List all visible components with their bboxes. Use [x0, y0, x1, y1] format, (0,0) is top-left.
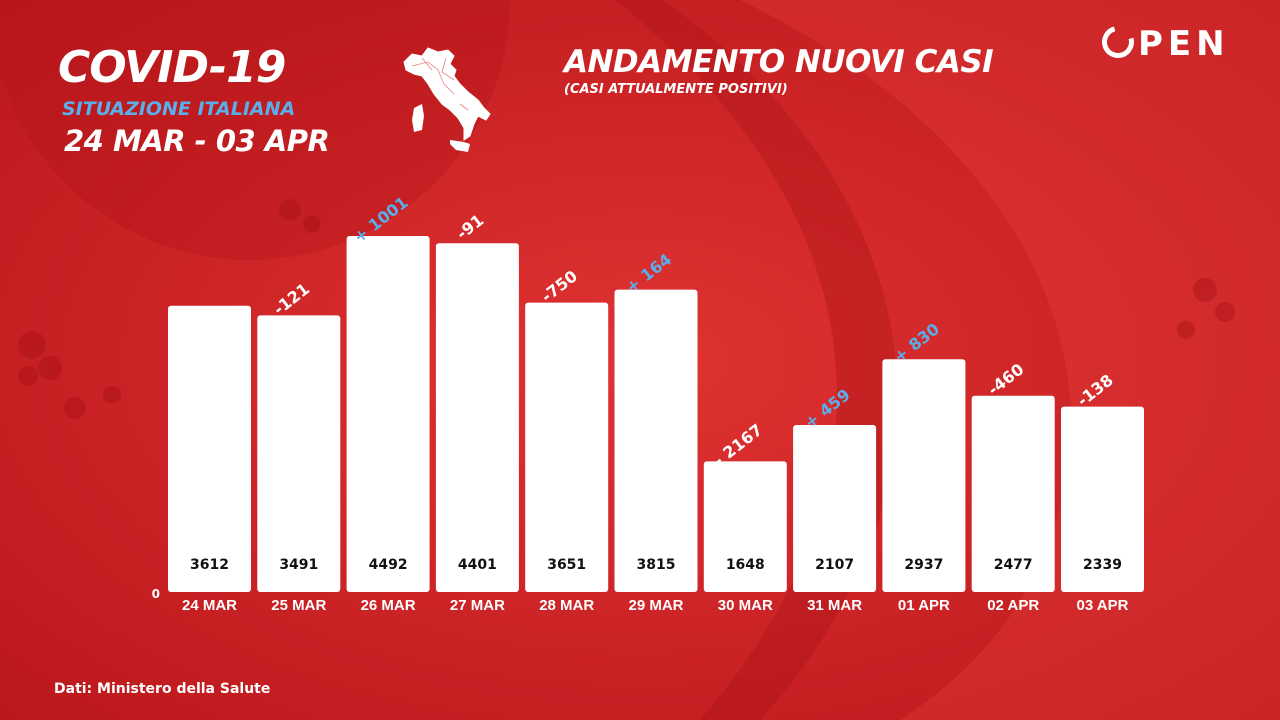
logo-text: PEN — [1138, 24, 1230, 64]
chart-title: ANDAMENTO NUOVI CASI — [564, 44, 994, 80]
bar-30-mar — [703, 461, 787, 592]
bar-value-label: 3612 — [190, 557, 229, 573]
data-source: Dati: Ministero della Salute — [54, 681, 271, 697]
bar-value-label: 4492 — [369, 557, 408, 573]
bar-value-label: 3815 — [637, 557, 676, 573]
page-subtitle: SITUAZIONE ITALIANA — [62, 98, 296, 120]
y-axis-zero-label: 0 — [152, 587, 160, 601]
x-tick-label: 02 APR — [987, 597, 1039, 614]
x-tick-label: 25 MAR — [271, 597, 326, 614]
bar-28-mar — [525, 302, 609, 592]
x-tick-label: 30 MAR — [718, 597, 773, 614]
x-tick-label: 29 MAR — [628, 597, 683, 614]
bar-value-label: 4401 — [458, 557, 497, 573]
bar-01-apr — [882, 359, 966, 592]
change-label: -460 — [984, 360, 1027, 400]
bar-value-label: 2937 — [904, 557, 943, 573]
x-tick-label: 01 APR — [898, 597, 950, 614]
bar-value-label: 2339 — [1083, 557, 1122, 573]
bar-25-mar — [257, 315, 341, 592]
change-label: -750 — [538, 267, 581, 307]
x-tick-label: 27 MAR — [450, 597, 505, 614]
italy-map-icon — [403, 47, 491, 152]
bar-value-label: 2107 — [815, 557, 854, 573]
bar-31-mar — [793, 425, 877, 592]
page-title: COVID-19 — [58, 42, 286, 93]
bar-value-label: 1648 — [726, 557, 765, 573]
open-logo: PEN — [1096, 20, 1230, 64]
x-tick-label: 26 MAR — [361, 597, 416, 614]
x-tick-label: 24 MAR — [182, 597, 237, 614]
change-label: -138 — [1073, 370, 1116, 410]
change-label: -121 — [270, 279, 313, 319]
x-tick-label: 03 APR — [1077, 597, 1129, 614]
bar-24-mar — [168, 305, 251, 592]
bar-27-mar — [435, 243, 519, 593]
date-range: 24 MAR - 03 APR — [64, 124, 330, 158]
x-tick-label: 28 MAR — [539, 597, 594, 614]
bar-26-mar — [346, 236, 430, 592]
x-tick-label: 31 MAR — [807, 597, 862, 614]
bar-03-apr — [1061, 406, 1144, 592]
bar-value-label: 3651 — [547, 557, 586, 573]
bar-value-label: 2477 — [994, 557, 1033, 573]
bar-29-mar — [614, 289, 698, 592]
chart-subtitle: (CASI ATTUALMENTE POSITIVI) — [564, 82, 788, 97]
bar-value-label: 3491 — [279, 557, 318, 573]
change-label: -91 — [453, 210, 487, 243]
bar-02-apr — [971, 395, 1055, 592]
